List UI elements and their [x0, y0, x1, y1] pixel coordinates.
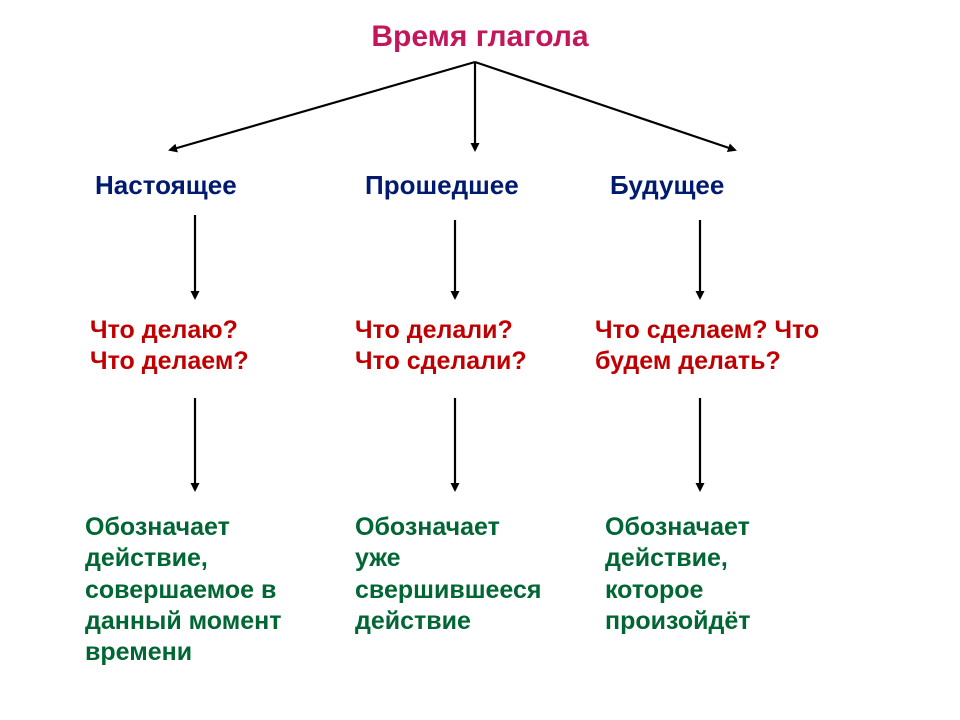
questions-future: Что сделаем? Что будем делать? [595, 315, 915, 378]
header-present: Настоящее [95, 170, 237, 201]
header-future: Будущее [610, 170, 724, 201]
meaning-past: Обозначает уже свершившееся действие [355, 512, 605, 637]
meaning-present: Обозначает действие, совершаемое в данны… [85, 512, 345, 668]
meaning-future: Обозначает действие, которое произойдёт [605, 512, 855, 637]
questions-past: Что делали? Что сделали? [355, 315, 605, 378]
header-past: Прошедшее [365, 170, 519, 201]
diagram-title: Время глагола [371, 20, 588, 54]
questions-present: Что делаю? Что делаем? [90, 315, 340, 378]
